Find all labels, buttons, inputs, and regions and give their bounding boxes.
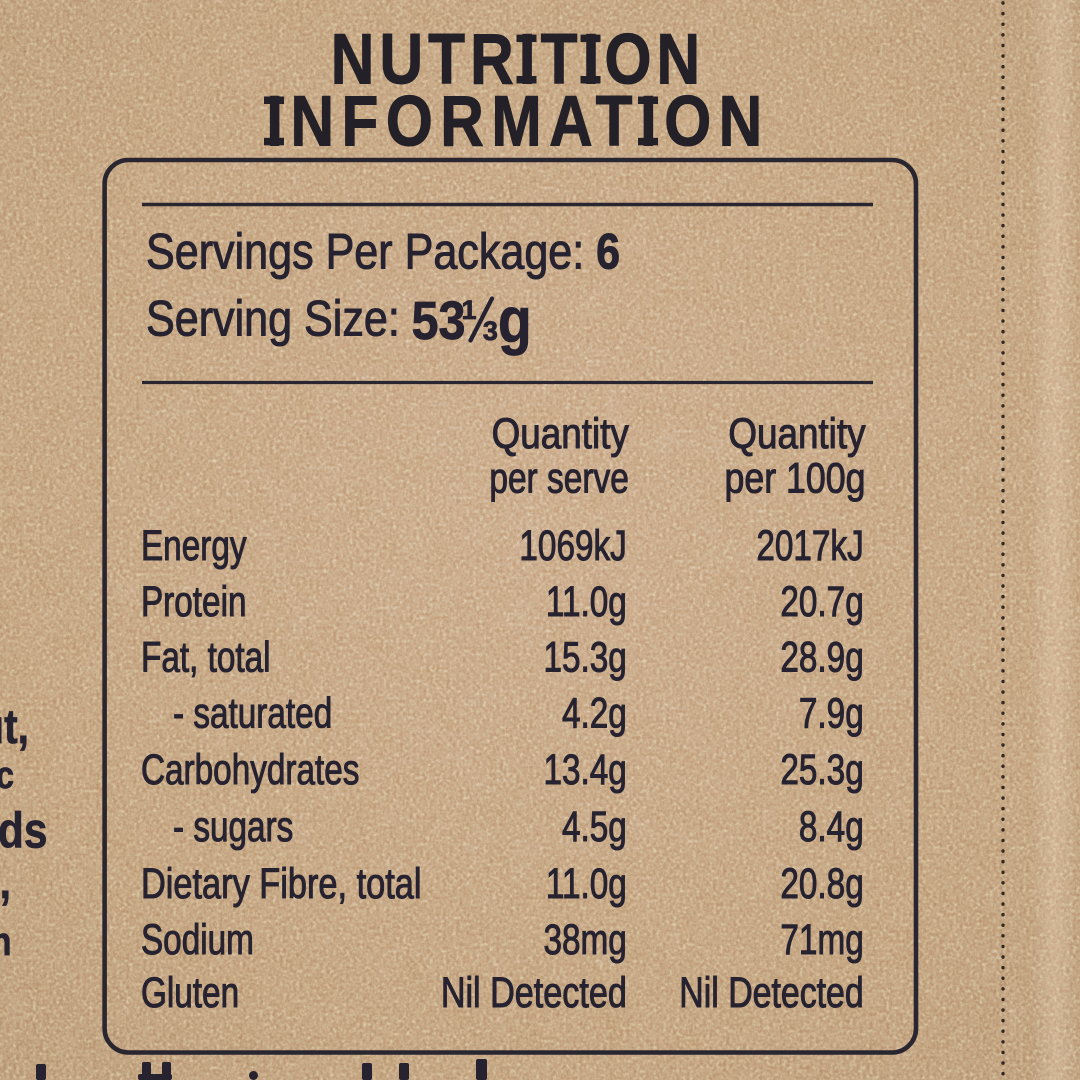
- svg-text:Dietary Fibre, total: Dietary Fibre, total: [141, 860, 422, 908]
- svg-text:20.8g: 20.8g: [780, 860, 863, 908]
- svg-text:Quantity: Quantity: [728, 410, 866, 458]
- svg-text:7.9g: 7.9g: [799, 689, 864, 737]
- svg-text:Energy: Energy: [141, 522, 247, 570]
- svg-text:- sugars: - sugars: [173, 803, 293, 851]
- svg-text:4.5g: 4.5g: [562, 803, 627, 851]
- svg-text:Carbohydrates: Carbohydrates: [141, 746, 359, 794]
- svg-text:15.3g: 15.3g: [543, 633, 626, 681]
- svg-text:1: 1: [461, 295, 476, 325]
- svg-text:per 100g: per 100g: [724, 454, 865, 502]
- svg-text:e,: e,: [0, 856, 11, 909]
- svg-text:28.9g: 28.9g: [780, 633, 863, 681]
- svg-text:Fat, total: Fat, total: [141, 633, 271, 681]
- svg-text:an: an: [0, 918, 12, 963]
- svg-text:53: 53: [412, 290, 466, 351]
- svg-text:11.0g: 11.0g: [546, 860, 627, 908]
- svg-text:Nil Detected: Nil Detected: [679, 969, 863, 1017]
- svg-text:- saturated: - saturated: [173, 689, 332, 737]
- svg-text:Gluten: Gluten: [141, 969, 239, 1017]
- svg-text:Nil Detected: Nil Detected: [441, 969, 627, 1017]
- svg-text:eds: eds: [0, 802, 48, 858]
- svg-text:INFORMATION: INFORMATION: [266, 81, 769, 161]
- svg-text:Servings Per Package: 6: Servings Per Package: 6: [146, 223, 620, 279]
- svg-text:ic: ic: [0, 755, 14, 797]
- svg-text:1069kJ: 1069kJ: [519, 522, 626, 570]
- svg-text:8.4g: 8.4g: [799, 803, 864, 851]
- svg-text:25.3g: 25.3g: [780, 746, 863, 794]
- svg-text:Protein: Protein: [141, 578, 247, 626]
- svg-text:71mg: 71mg: [780, 916, 863, 964]
- svg-text:3: 3: [483, 316, 498, 346]
- svg-text:Serving Size:: Serving Size:: [146, 290, 400, 346]
- svg-text:20.7g: 20.7g: [780, 578, 863, 626]
- svg-text:ut,: ut,: [0, 701, 29, 754]
- svg-text:11.0g: 11.0g: [546, 578, 627, 626]
- svg-text:g: g: [498, 284, 532, 356]
- svg-text:13.4g: 13.4g: [543, 746, 626, 794]
- svg-text:NUTRITION: NUTRITION: [331, 19, 705, 99]
- svg-text:Quantity: Quantity: [492, 410, 630, 458]
- svg-text:Sodium: Sodium: [141, 916, 254, 964]
- svg-text:38mg: 38mg: [543, 916, 626, 964]
- svg-text:4.2g: 4.2g: [562, 689, 627, 737]
- svg-text:2017kJ: 2017kJ: [756, 522, 863, 570]
- svg-text:per serve: per serve: [489, 454, 629, 502]
